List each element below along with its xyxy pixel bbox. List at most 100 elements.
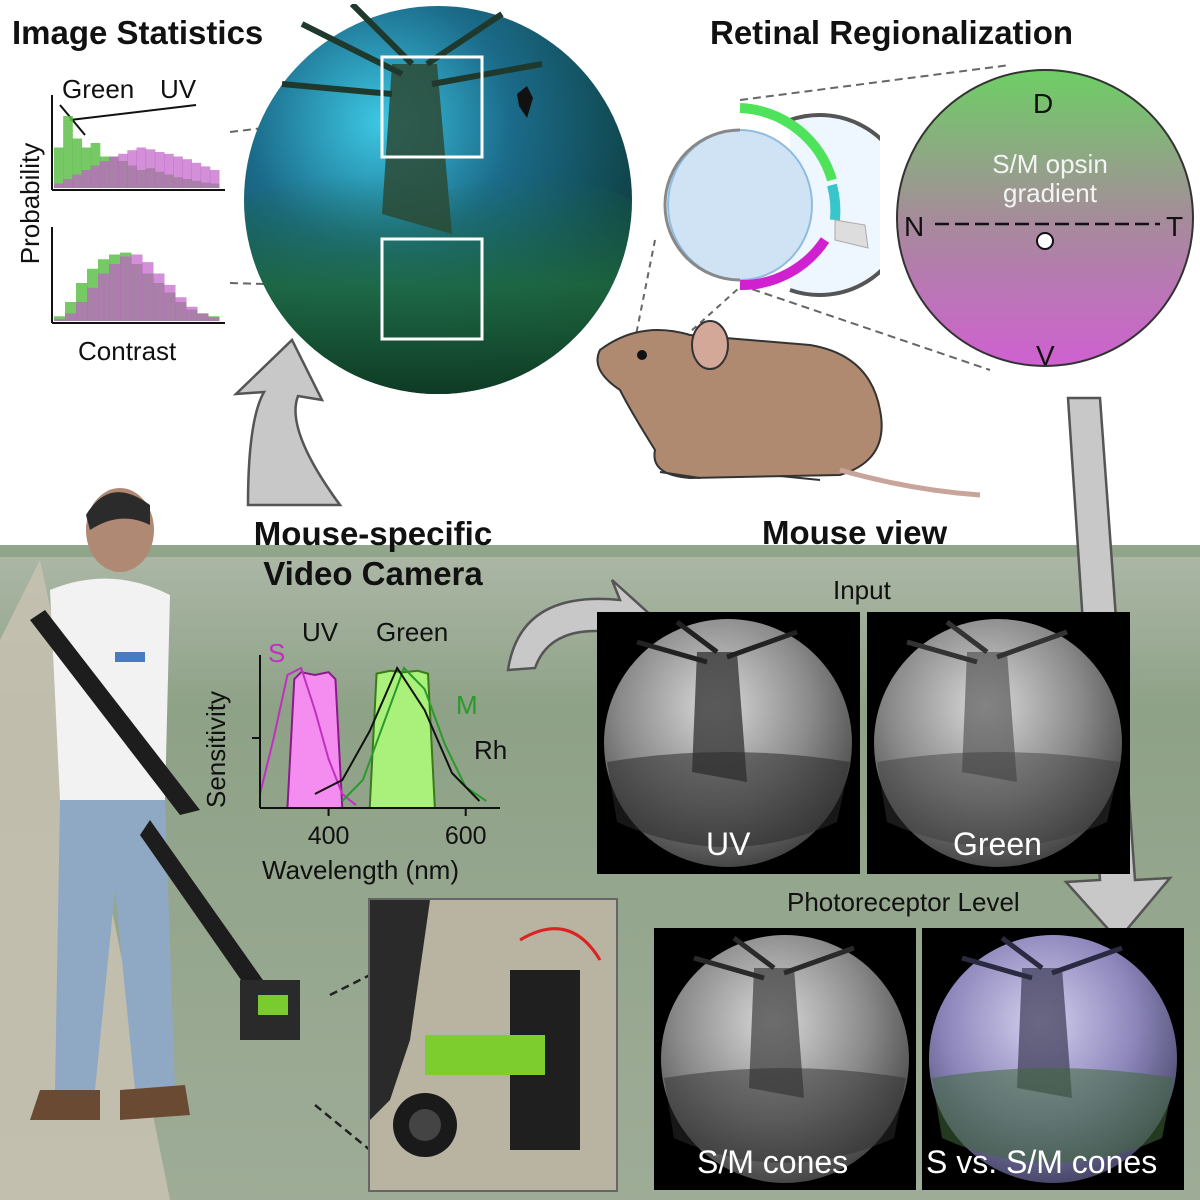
hist-bar-top-uv [127,150,137,188]
hist-bar-bottom-uv [164,284,176,321]
hist-bar-top-green [72,138,82,188]
hist-bar-bottom-uv [76,302,88,321]
fisheye-color-image [244,4,632,394]
legend-uv-label: UV [160,74,197,104]
sm-cones-label: S/M cones [697,1144,849,1180]
gimbal-handle [370,900,430,1120]
camera-rig-pole [30,610,200,815]
hist-bar-bottom-uv [65,313,77,321]
hist-bar-bottom-uv [175,297,187,321]
uv-filter-label: UV [302,617,339,647]
bird [517,86,533,118]
hist-bar-top-uv [154,152,165,188]
opsin-gradient-label: S/M opsin gradient [965,150,1135,207]
hist-bar-top-uv [54,183,64,188]
hist-bar-bottom-uv [197,313,209,321]
filter-band-uv [286,671,344,809]
hist-bar-bottom-uv [87,287,99,321]
person-jeans [55,800,175,1090]
sensitivity-curve-rh [314,665,481,802]
ground-inset-box [380,237,484,341]
mouse-illustration [596,320,981,498]
hist-bar-top-green [63,116,73,188]
contrast-histograms [51,95,225,324]
retina-green-region [739,103,837,182]
contrast-xlabel: Contrast [78,336,177,366]
retinal-regionalization-title: Retinal Regionalization [710,14,1074,51]
hist-bar-top-uv [191,162,202,188]
sky-inset-box [380,55,484,159]
hist-bar-top-uv [145,149,156,188]
m-opsin-label: M [456,690,478,720]
sensitivity-chart: 400 600 [252,655,500,850]
green-input-image [867,612,1130,874]
opsin-gradient-line2: gradient [1003,177,1097,208]
sens-tick-label: 600 [445,822,487,850]
hist-bar-top-green [54,147,64,188]
hist-bar-bottom-uv [98,273,110,321]
tree-trunk [382,64,452,234]
nasal-label: N [904,211,925,242]
hist-bar-top-uv [118,153,128,188]
s-opsin-label: S [268,638,286,668]
hist-bar-bottom-uv [208,317,220,321]
mouse-view-title: Mouse view [762,514,948,551]
green-image-label: Green [953,826,1042,862]
dorsal-label: D [1033,88,1054,119]
hist-bar-top-uv [182,159,192,188]
person-with-camera [30,488,300,1120]
hist-bar-bottom-uv [109,264,121,321]
hist-bar-bottom-uv [131,254,143,321]
hist-bar-top-uv [63,179,73,188]
s-vs-sm-cones-image [922,928,1184,1190]
ventral-label: V [1036,340,1055,371]
hist-bar-top-uv [81,170,92,188]
hist-bar-top-green [81,147,92,188]
hist-bar-top-uv [200,166,211,188]
hist-bar-top-uv [173,156,183,188]
camera-title-line2: Video Camera [263,554,483,592]
hist-bar-bottom-uv [153,273,165,321]
hist-bar-top-uv [209,170,220,188]
opsin-gradient-disc [896,69,1194,367]
legend-green-label: Green [62,74,135,104]
hist-bar-bottom-uv [54,319,66,321]
hist-bar-top-uv [72,174,82,188]
hist-bar-bottom-uv [186,306,198,321]
sm-cones-image [654,928,916,1190]
eye-schematic [663,103,880,297]
retina-magenta-region [739,237,830,291]
camera-photo-inset [368,898,618,1192]
green-filter-label: Green [376,617,449,647]
hist-bar-top-uv [99,161,110,188]
photoreceptor-level-label: Photoreceptor Level [787,887,1020,917]
wavelength-xlabel: Wavelength (nm) [262,855,459,885]
optic-nerve-marker [1036,232,1054,250]
arrow-to-mouse-view [506,579,668,672]
opsin-gradient-line1: S/M opsin [992,149,1108,179]
s-vs-sm-cones-label: S vs. S/M cones [926,1144,1158,1180]
sens-tick-label: 400 [308,822,350,850]
hist-bar-bottom-uv [120,256,132,321]
sensitivity-curve-s [259,666,357,806]
hist-bar-bottom-green [65,302,77,321]
hist-bar-top-uv [90,165,101,188]
image-statistics-title: Image Statistics [12,14,264,51]
sensitivity-curve-m [341,666,487,802]
mouse-ear [691,320,729,370]
arrow-to-image-statistics [232,337,343,507]
hist-bar-bottom-green [54,316,66,321]
filter-band-green [368,669,436,809]
hist-bar-bottom-uv [142,262,154,321]
sensitivity-ylabel: Sensitivity [201,690,232,809]
hist-bar-top-uv [136,147,147,188]
hist-bar-top-uv [109,156,119,188]
green-bracket [425,1035,545,1075]
mouse-eye [637,350,647,360]
input-label: Input [833,575,891,605]
hist-bar-top-uv [164,153,174,188]
temporal-label: T [1166,211,1184,242]
camera-title-line1: Mouse-specific [253,515,493,552]
camera-title: Mouse-specific Video Camera [238,514,508,593]
